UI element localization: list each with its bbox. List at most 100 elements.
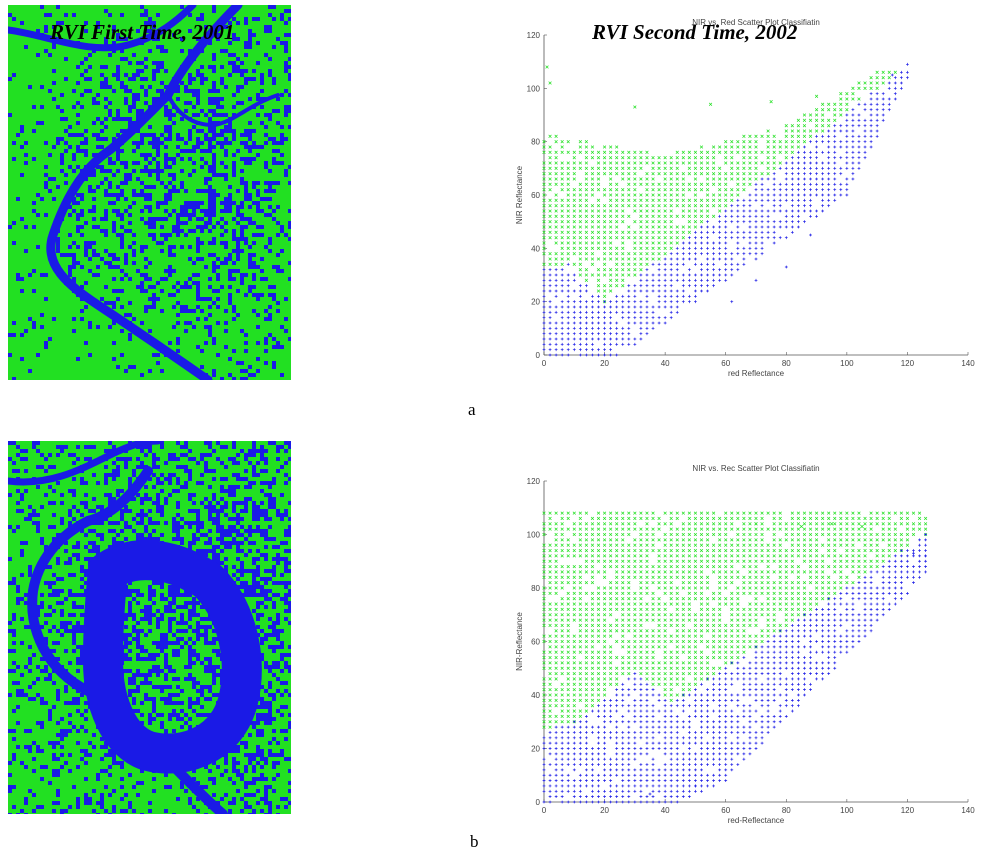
scatter-point bbox=[560, 342, 564, 346]
scatter-point bbox=[766, 629, 770, 633]
scatter-point bbox=[663, 522, 667, 526]
scatter-point bbox=[718, 779, 722, 782]
scatter-point bbox=[742, 209, 746, 213]
scatter-point bbox=[687, 731, 691, 734]
scatter-point bbox=[808, 607, 813, 612]
scatter-point bbox=[615, 268, 619, 272]
scatter-point bbox=[724, 570, 728, 574]
scatter-point bbox=[705, 182, 710, 186]
chart-title: NIR vs. Red Scatter Plot Classifiatin bbox=[692, 18, 820, 27]
scatter-point bbox=[754, 607, 758, 612]
scatter-point bbox=[639, 607, 643, 612]
scatter-point bbox=[627, 257, 631, 261]
scatter-point bbox=[663, 720, 667, 724]
scatter-point bbox=[572, 682, 576, 686]
scatter-point bbox=[700, 704, 703, 708]
scatter-point bbox=[657, 193, 661, 197]
scatter-point bbox=[591, 326, 594, 330]
scatter-point bbox=[639, 321, 643, 325]
scatter-point bbox=[778, 204, 782, 208]
scatter-point bbox=[820, 532, 825, 537]
scatter-point bbox=[875, 511, 879, 515]
scatter-point bbox=[754, 618, 758, 622]
scatter-point bbox=[590, 613, 595, 617]
scatter-point bbox=[651, 321, 655, 325]
scatter-point bbox=[621, 262, 625, 266]
scatter-point bbox=[554, 161, 558, 165]
scatter-point bbox=[724, 634, 728, 638]
scatter-point bbox=[814, 575, 819, 579]
y-tick-label: 60 bbox=[531, 638, 540, 647]
scatter-point bbox=[675, 597, 679, 601]
scatter-point bbox=[566, 511, 570, 515]
scatter-point bbox=[621, 591, 625, 595]
scatter-point bbox=[845, 511, 849, 515]
scatter-point bbox=[790, 214, 794, 218]
scatter-point bbox=[554, 666, 558, 670]
scatter-point bbox=[651, 252, 655, 256]
scatter-point bbox=[578, 698, 582, 702]
scatter-point bbox=[578, 342, 582, 346]
scatter-point bbox=[621, 720, 625, 724]
scatter-point bbox=[845, 97, 849, 101]
scatter-point bbox=[627, 666, 631, 670]
scatter-point bbox=[923, 516, 928, 521]
scatter-point bbox=[706, 257, 709, 261]
scatter-point bbox=[827, 129, 831, 133]
scatter-point bbox=[627, 214, 631, 218]
scatter-point bbox=[724, 597, 728, 601]
scatter-point bbox=[687, 779, 691, 782]
scatter-point bbox=[572, 634, 576, 638]
scatter-point bbox=[627, 779, 631, 782]
scatter-point bbox=[657, 172, 661, 176]
scatter-point bbox=[639, 650, 643, 654]
scatter-point bbox=[542, 294, 546, 298]
scatter-point bbox=[699, 532, 704, 537]
scatter-point bbox=[560, 731, 564, 734]
scatter-point bbox=[590, 156, 595, 160]
scatter-point bbox=[602, 543, 607, 547]
scatter-point bbox=[827, 522, 831, 526]
scatter-point bbox=[681, 150, 685, 154]
scatter-point bbox=[845, 108, 849, 112]
scatter-point bbox=[663, 795, 667, 799]
scatter-point bbox=[597, 741, 600, 745]
scatter-point bbox=[700, 768, 703, 772]
scatter-point bbox=[669, 166, 673, 170]
scatter-point bbox=[590, 527, 595, 531]
scatter-point bbox=[645, 522, 649, 526]
scatter-point bbox=[809, 656, 812, 659]
scatter-point bbox=[608, 543, 613, 547]
scatter-point bbox=[609, 698, 613, 702]
scatter-point bbox=[608, 225, 613, 229]
scatter-point bbox=[548, 214, 552, 218]
scatter-point bbox=[584, 639, 589, 644]
scatter-point bbox=[584, 278, 589, 282]
scatter-point bbox=[748, 246, 752, 250]
scatter-point bbox=[790, 209, 794, 213]
scatter-point bbox=[597, 321, 600, 325]
scatter-point bbox=[663, 220, 667, 224]
scatter-point bbox=[663, 198, 667, 202]
scatter-point bbox=[863, 624, 867, 627]
scatter-point bbox=[693, 516, 698, 521]
scatter-point bbox=[584, 198, 589, 202]
scatter-point bbox=[572, 618, 576, 622]
scatter-point bbox=[912, 565, 915, 568]
scatter-point bbox=[633, 688, 637, 692]
scatter-point bbox=[585, 741, 588, 745]
scatter-point bbox=[566, 193, 570, 197]
scatter-point bbox=[633, 150, 637, 154]
scatter-point bbox=[803, 634, 806, 638]
scatter-point bbox=[669, 252, 673, 256]
scatter-point bbox=[591, 348, 594, 352]
scatter-point bbox=[827, 182, 831, 186]
scatter-point bbox=[815, 134, 818, 138]
scatter-point bbox=[839, 182, 843, 186]
scatter-point bbox=[657, 220, 661, 224]
scatter-point bbox=[645, 607, 649, 612]
scatter-point bbox=[651, 172, 655, 176]
scatter-point bbox=[827, 177, 831, 181]
scatter-point bbox=[851, 156, 855, 160]
scatter-point bbox=[615, 300, 619, 304]
